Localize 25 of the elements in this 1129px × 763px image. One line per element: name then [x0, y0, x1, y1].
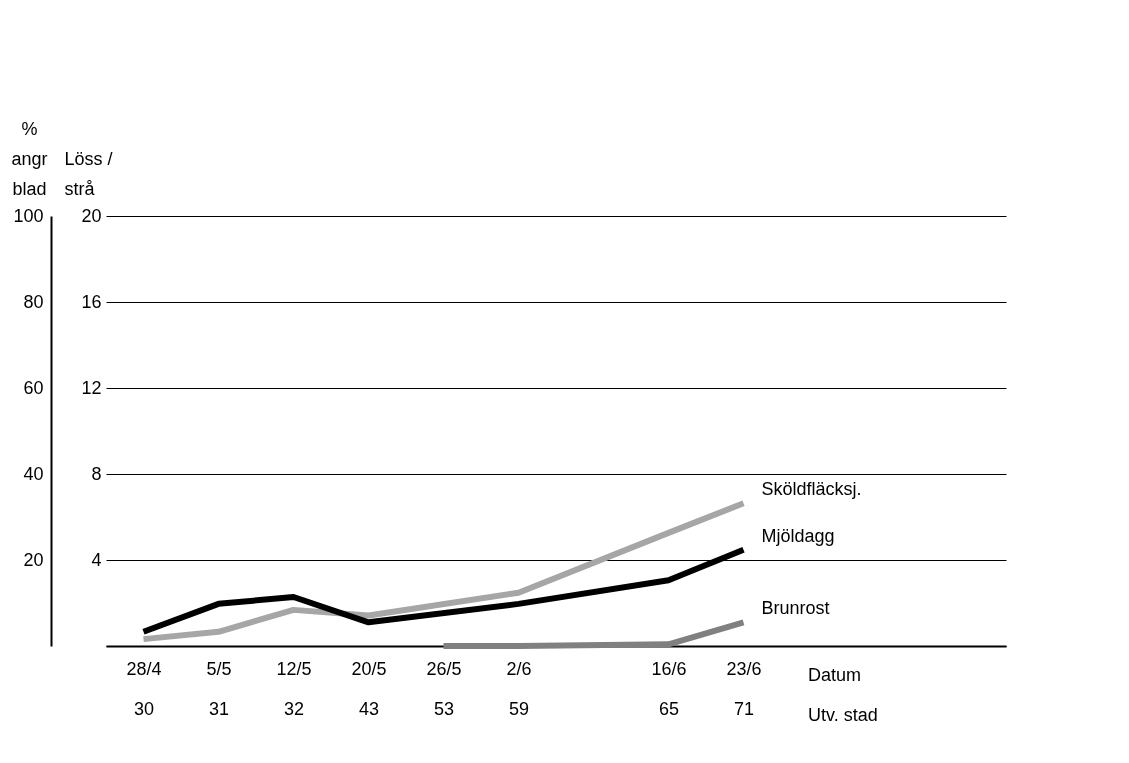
series-label: Brunrost: [761, 598, 830, 619]
text: Utv. stad: [808, 705, 878, 725]
y2-tick-label: 20: [81, 205, 102, 226]
y-tick-label: 20: [23, 549, 44, 570]
y2-tick-label: 8: [91, 463, 102, 484]
y2-axis-title: Löss / strå: [64, 148, 113, 199]
series-label: Mjöldagg: [761, 525, 835, 546]
y-tick-label: 80: [23, 291, 44, 312]
y2-tick-label: 16: [81, 291, 102, 312]
y-tick-label: 100: [13, 205, 44, 226]
x-tick-label: 26/5 53: [426, 658, 462, 719]
y2-tick-label: 12: [81, 377, 102, 398]
x-tick-label: 28/4 30: [126, 658, 162, 719]
x-tick-label: 5/5 31: [206, 658, 232, 719]
x-tick-label: 20/5 43: [351, 658, 387, 719]
x-tick-label: 2/6 59: [506, 658, 532, 719]
y-tick-label: 60: [23, 377, 44, 398]
x-tick-label: 23/6 71: [726, 658, 762, 719]
x-tick-label: 12/5 32: [276, 658, 312, 719]
y2-tick-label: 4: [91, 549, 102, 570]
text: Datum: [808, 665, 862, 685]
series-label: Sköldfläcksj.: [761, 479, 862, 500]
x-tick-label: 16/6 65: [651, 658, 687, 719]
y-axis-title: % angr blad: [11, 118, 48, 199]
y-tick-label: 40: [23, 463, 44, 484]
